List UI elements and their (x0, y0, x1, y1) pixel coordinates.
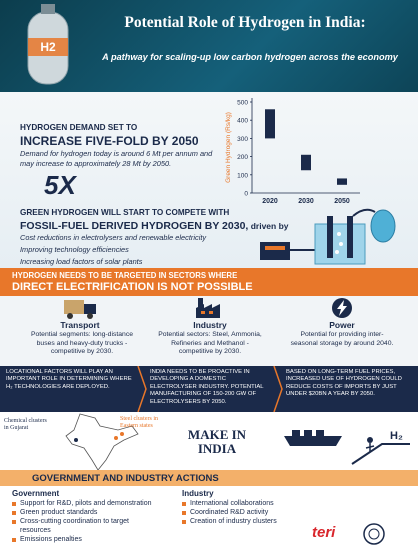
power-icon (332, 298, 352, 318)
svg-text:H2: H2 (40, 40, 56, 54)
action-item: Creation of industry clusters (182, 517, 322, 526)
driver: Cost reductions in electrolysers and ren… (20, 233, 207, 242)
y-tick-label: 300 (237, 136, 248, 143)
action-item: International collaborations (182, 499, 322, 508)
partner-logo (363, 523, 385, 545)
demand-headline: INCREASE FIVE-FOLD BY 2050 (20, 134, 199, 148)
range-bar (337, 178, 347, 185)
x-tick-label: 2020 (262, 198, 278, 205)
y-tick-label: 100 (237, 172, 248, 179)
sector-name: Industry (193, 320, 227, 330)
range-bar (265, 109, 275, 139)
india-map (65, 413, 139, 471)
y-tick-label: 200 (237, 154, 248, 161)
sectors-band (0, 268, 418, 296)
title: Potential Role of Hydrogen in India: (124, 14, 366, 31)
demand-text: Demand for hydrogen today is around 6 Mt… (20, 149, 213, 168)
factor-chevrons (137, 366, 283, 412)
action-item: Support for R&D, pilots and demonstratio… (12, 499, 162, 508)
cost-chart: 0 100 200 300 400 500 Green Hydrogen (Rs/kg) 20… (225, 98, 360, 205)
column-heading: Government (12, 489, 60, 498)
sectors-kicker: HYDROGEN NEEDS TO BE TARGETED IN SECTORS… (12, 271, 238, 280)
sector-name: Power (329, 320, 355, 330)
slogan: MAKE IN INDIA (187, 427, 247, 456)
multiplier: 5X (44, 170, 76, 200)
competition-kicker: GREEN HYDROGEN WILL START TO COMPETE WIT… (20, 208, 230, 217)
x-tick-label: 2030 (298, 198, 314, 205)
y-tick-label: 500 (237, 100, 248, 107)
y-tick-label: 400 (237, 118, 248, 125)
sector-text: Potential for providing inter-seasonal s… (290, 331, 394, 347)
factor-text: Locational factors will play an importan… (6, 369, 132, 390)
demand-kicker: HYDROGEN DEMAND SET TO (20, 123, 138, 132)
action-list: Support for R&D, pilots and demonstratio… (12, 499, 162, 544)
action-item: Coordinated R&D activity (182, 508, 322, 517)
sector-name: Transport (60, 320, 100, 330)
action-item: Cross-cutting coordination to target res… (12, 517, 132, 535)
range-bar (301, 154, 311, 171)
competition-headline-main: FOSSIL-FUEL DERIVED HYDROGEN BY 2030, (20, 220, 249, 232)
y-axis-label: Green Hydrogen (Rs/kg) (225, 112, 232, 183)
actions-band (0, 470, 418, 486)
column-heading: Industry (182, 489, 214, 498)
subtitle: A pathway for scaling-up low carbon hydr… (102, 52, 398, 62)
sectors-headline: DIRECT ELECTRIFICATION IS NOT POSSIBLE (12, 281, 253, 293)
h2-label: H₂ (390, 430, 403, 442)
truck-icon (64, 300, 96, 319)
sector-text: Potential sectors: Steel, Ammonia, Refin… (158, 331, 262, 355)
electrolyser-illustration (260, 208, 396, 265)
factors-band (0, 366, 418, 412)
competition-headline-suffix: driven by (248, 221, 289, 231)
driver: Increasing load factors of solar plants (20, 257, 143, 266)
sector-text: Potential segments: long-distance buses … (30, 331, 133, 355)
driver: Improving technology efficiencies (20, 245, 129, 254)
y-tick-label: 0 (244, 191, 248, 198)
action-list: International collaborations Coordinated… (182, 499, 322, 526)
logo: teri (312, 524, 336, 541)
actions-title: GOVERNMENT AND INDUSTRY ACTIONS (32, 473, 219, 484)
factor-text: Based on long-term fuel prices, increase… (286, 369, 402, 398)
map-label: Chemical clusters in Gujarat (4, 418, 47, 431)
x-tick-label: 2050 (334, 198, 350, 205)
action-item: Emissions penalties (12, 535, 162, 544)
competition-headline: FOSSIL-FUEL DERIVED HYDROGEN BY 2030, dr… (20, 220, 289, 232)
hydrogen-tank-illustration: H2 (27, 4, 69, 85)
factory-icon (196, 298, 220, 318)
action-item: Green product standards (12, 508, 162, 517)
header-band (0, 0, 418, 92)
factor-text: India needs to be proactive in developin… (150, 369, 264, 405)
ship-illustration (284, 430, 410, 465)
map-label: Steel clusters in Eastern states (120, 416, 158, 429)
